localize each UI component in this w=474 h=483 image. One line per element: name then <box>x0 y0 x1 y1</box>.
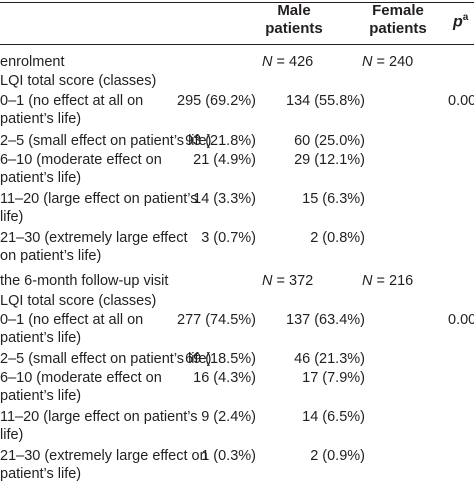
row-label-line1: 6–10 (moderate effect on <box>0 370 162 386</box>
female-value: 14 (6.5%) <box>302 409 365 425</box>
n-value: = 216 <box>376 273 414 289</box>
section1-subtitle: LQI total score (classes) <box>0 73 157 89</box>
row-label-line1: 11–20 (large effect on patient’s <box>0 409 198 425</box>
section2-n-female: N = 216 <box>362 272 413 290</box>
p-footnote-mark: a <box>462 12 469 23</box>
row-label-line1: 21–30 (extremely large effect on <box>0 448 208 464</box>
female-value: 2 (0.9%) <box>310 448 365 464</box>
n-symbol: N <box>362 273 373 289</box>
p-label: p <box>453 13 463 31</box>
female-header: Female patients <box>352 2 444 38</box>
male-value: 9 (2.4%) <box>201 409 256 425</box>
section2-subtitle: LQI total score (classes) <box>0 293 157 309</box>
row-label-line2: patient’s life) <box>0 466 82 482</box>
male-value: 16 (4.3%) <box>193 370 256 386</box>
section2-title: the 6-month follow-up visit <box>0 273 169 289</box>
male-value: 3 (0.7%) <box>201 230 256 246</box>
n-symbol: N <box>262 273 273 289</box>
n-symbol: N <box>262 54 273 70</box>
female-value: 2 (0.8%) <box>310 230 365 246</box>
row-label-line2: patient’s life) <box>0 111 82 127</box>
section1-n-male: N = 426 <box>262 53 313 71</box>
row-label-line1: 21–30 (extremely large effect <box>0 230 188 246</box>
male-value: 93 (21.8%) <box>185 133 256 149</box>
p-value: 0.00 <box>448 312 474 328</box>
p-value-header: pa <box>453 12 468 31</box>
male-value: 14 (3.3%) <box>193 191 256 207</box>
row-label-line1: 2–5 (small effect on patient’s life) <box>0 351 212 367</box>
male-value: 21 (4.9%) <box>193 152 256 168</box>
row-label-line1: 0–1 (no effect at all on <box>0 93 144 109</box>
row-label-line1: 0–1 (no effect at all on <box>0 312 144 328</box>
male-value: 69 (18.5%) <box>185 351 256 367</box>
row-label-line2: patient’s life) <box>0 388 82 404</box>
row-label-line1: 6–10 (moderate effect on <box>0 152 162 168</box>
female-value: 17 (7.9%) <box>302 370 365 386</box>
row-label-line1: 2–5 (small effect on patient’s life) <box>0 133 212 149</box>
row-label-line2: life) <box>0 427 24 443</box>
row-label-line2: patient’s life) <box>0 330 82 346</box>
row-label-line2: life) <box>0 209 24 225</box>
n-symbol: N <box>362 54 373 70</box>
header-rule <box>0 44 474 45</box>
row-label-line1: 11–20 (large effect on patient’s <box>0 191 198 207</box>
section1-n-female: N = 240 <box>362 53 413 71</box>
female-value: 15 (6.3%) <box>302 191 365 207</box>
row-label-line2: patient’s life) <box>0 170 82 186</box>
female-value: 29 (12.1%) <box>294 152 365 168</box>
female-value: 134 (55.8%) <box>286 93 365 109</box>
p-value: 0.00 <box>448 93 474 109</box>
male-header-line1: Male <box>277 2 311 19</box>
row-label-line2: on patient’s life) <box>0 248 102 264</box>
female-header-line2: patients <box>369 20 427 37</box>
male-header-line2: patients <box>265 20 323 37</box>
n-value: = 240 <box>376 54 414 70</box>
section2-n-male: N = 372 <box>262 272 313 290</box>
male-value: 1 (0.3%) <box>201 448 256 464</box>
female-header-line1: Female <box>372 2 424 19</box>
female-value: 46 (21.3%) <box>294 351 365 367</box>
n-value: = 426 <box>276 54 314 70</box>
top-rule <box>0 2 474 3</box>
female-value: 60 (25.0%) <box>294 133 365 149</box>
section1-title: enrolment <box>0 54 65 70</box>
n-value: = 372 <box>276 273 314 289</box>
male-value: 295 (69.2%) <box>177 93 256 109</box>
female-value: 137 (63.4%) <box>286 312 365 328</box>
male-value: 277 (74.5%) <box>177 312 256 328</box>
male-header: Male patients <box>248 2 340 38</box>
